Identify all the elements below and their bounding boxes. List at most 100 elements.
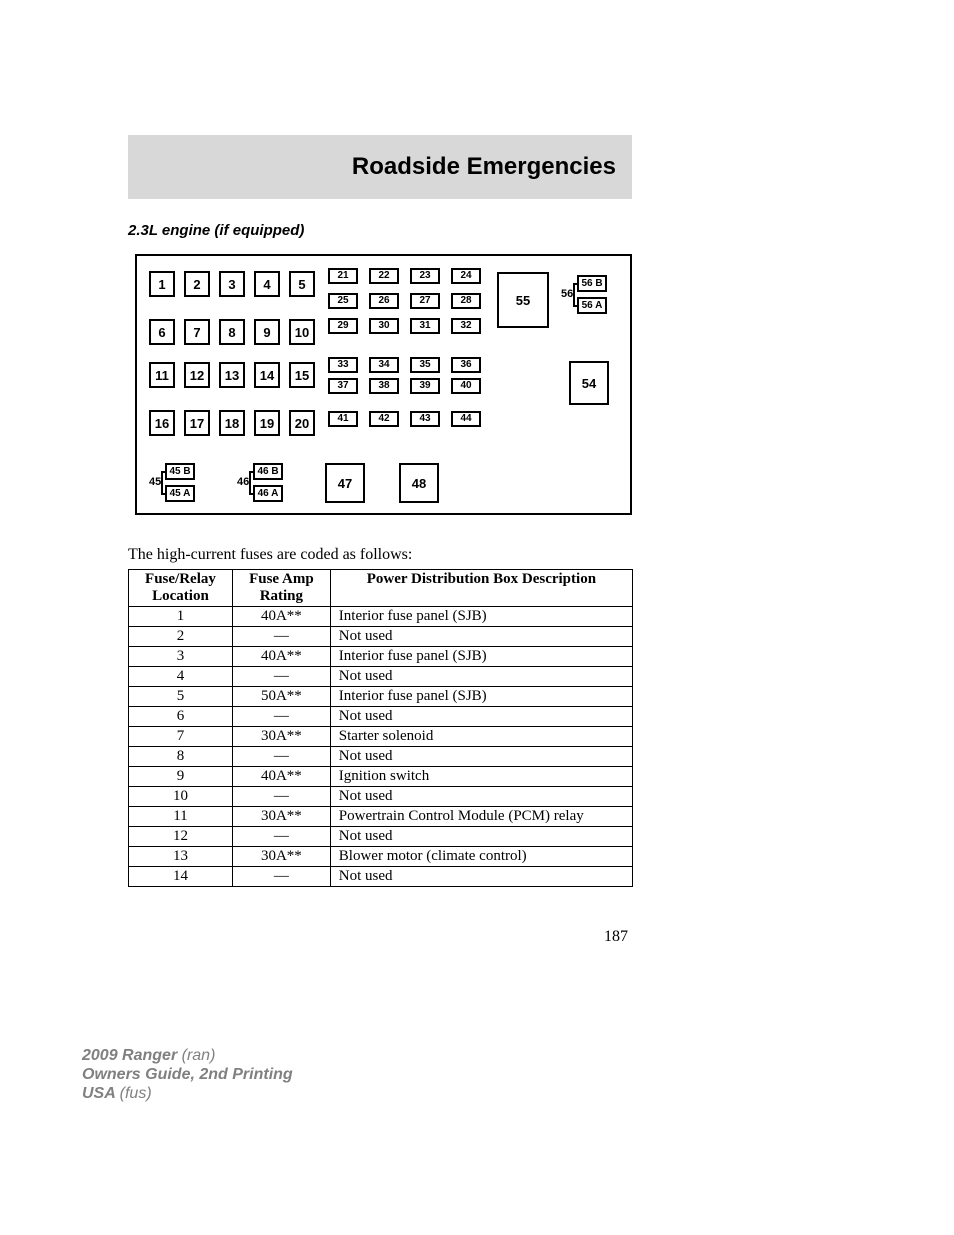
cell-desc: Not used — [330, 747, 632, 767]
cell-rating: 50A** — [232, 687, 330, 707]
fuse-16: 16 — [149, 410, 175, 436]
fuse-38: 38 — [369, 378, 399, 394]
cell-location: 7 — [129, 727, 233, 747]
table-row: 2—Not used — [129, 627, 633, 647]
fuse-13: 13 — [219, 362, 245, 388]
fuse-40: 40 — [451, 378, 481, 394]
fuse-2: 2 — [184, 271, 210, 297]
fuse-54: 54 — [569, 361, 609, 405]
fuse-9: 9 — [254, 319, 280, 345]
cell-location: 14 — [129, 867, 233, 887]
fuse-28: 28 — [451, 293, 481, 309]
fuse-43: 43 — [410, 411, 440, 427]
cell-location: 6 — [129, 707, 233, 727]
table-row: 12—Not used — [129, 827, 633, 847]
table-row: 550A**Interior fuse panel (SJB) — [129, 687, 633, 707]
table-row: 8—Not used — [129, 747, 633, 767]
fuse-21: 21 — [328, 268, 358, 284]
fuse-35: 35 — [410, 357, 440, 373]
cell-rating: — — [232, 707, 330, 727]
cell-rating: 40A** — [232, 607, 330, 627]
fuse-45b: 45 B — [165, 463, 195, 480]
fuse-27: 27 — [410, 293, 440, 309]
table-row: 140A**Interior fuse panel (SJB) — [129, 607, 633, 627]
fuse-33: 33 — [328, 357, 358, 373]
col-header-desc: Power Distribution Box Description — [330, 570, 632, 607]
table-row: 340A**Interior fuse panel (SJB) — [129, 647, 633, 667]
cell-desc: Powertrain Control Module (PCM) relay — [330, 807, 632, 827]
cell-rating: — — [232, 787, 330, 807]
cell-location: 11 — [129, 807, 233, 827]
cell-location: 9 — [129, 767, 233, 787]
cell-rating: 40A** — [232, 767, 330, 787]
cell-desc: Not used — [330, 867, 632, 887]
fuse-34: 34 — [369, 357, 399, 373]
fuse-box-diagram: 1234567891011121314151617181920212223242… — [135, 254, 632, 515]
fuse-46b: 46 B — [253, 463, 283, 480]
footer-line-3: USA (fus) — [82, 1084, 293, 1103]
fuse-42: 42 — [369, 411, 399, 427]
table-row: 730A**Starter solenoid — [129, 727, 633, 747]
fuse-24: 24 — [451, 268, 481, 284]
cell-location: 5 — [129, 687, 233, 707]
table-row: 10—Not used — [129, 787, 633, 807]
fuse-7: 7 — [184, 319, 210, 345]
cell-rating: — — [232, 747, 330, 767]
fuse-19: 19 — [254, 410, 280, 436]
fuse-48: 48 — [399, 463, 439, 503]
fuse-46a: 46 A — [253, 485, 283, 502]
fuse-12: 12 — [184, 362, 210, 388]
fuse-6: 6 — [149, 319, 175, 345]
cell-rating: 30A** — [232, 807, 330, 827]
fuse-30: 30 — [369, 318, 399, 334]
fuse-14: 14 — [254, 362, 280, 388]
page-number: 187 — [604, 928, 628, 946]
fuse-1: 1 — [149, 271, 175, 297]
fuse-3: 3 — [219, 271, 245, 297]
cell-location: 10 — [129, 787, 233, 807]
cell-desc: Interior fuse panel (SJB) — [330, 687, 632, 707]
fuse-39: 39 — [410, 378, 440, 394]
cell-location: 13 — [129, 847, 233, 867]
fuse-20: 20 — [289, 410, 315, 436]
cell-location: 3 — [129, 647, 233, 667]
fuse-41: 41 — [328, 411, 358, 427]
fuse-56a: 56 A — [577, 297, 607, 314]
fuse-18: 18 — [219, 410, 245, 436]
fuse-23: 23 — [410, 268, 440, 284]
fuse-table: Fuse/Relay Location Fuse Amp Rating Powe… — [128, 569, 633, 887]
cell-desc: Blower motor (climate control) — [330, 847, 632, 867]
fuse-44: 44 — [451, 411, 481, 427]
col-header-rating: Fuse Amp Rating — [232, 570, 330, 607]
fuse-10: 10 — [289, 319, 315, 345]
col-header-location: Fuse/Relay Location — [129, 570, 233, 607]
fuse-8: 8 — [219, 319, 245, 345]
fuse-45-label: 45 — [149, 476, 161, 488]
table-row: 4—Not used — [129, 667, 633, 687]
fuse-45a: 45 A — [165, 485, 195, 502]
cell-desc: Not used — [330, 667, 632, 687]
section-title: Roadside Emergencies — [352, 153, 616, 181]
fuse-47: 47 — [325, 463, 365, 503]
fuse-11: 11 — [149, 362, 175, 388]
fuse-37: 37 — [328, 378, 358, 394]
cell-desc: Not used — [330, 827, 632, 847]
fuse-17: 17 — [184, 410, 210, 436]
cell-desc: Ignition switch — [330, 767, 632, 787]
table-row: 6—Not used — [129, 707, 633, 727]
fuse-25: 25 — [328, 293, 358, 309]
table-row: 1330A**Blower motor (climate control) — [129, 847, 633, 867]
cell-rating: — — [232, 667, 330, 687]
fuse-4: 4 — [254, 271, 280, 297]
cell-desc: Not used — [330, 627, 632, 647]
fuse-31: 31 — [410, 318, 440, 334]
table-row: 14—Not used — [129, 867, 633, 887]
cell-rating: 30A** — [232, 727, 330, 747]
cell-rating: 40A** — [232, 647, 330, 667]
fuse-46-label: 46 — [237, 476, 249, 488]
footer-line-2: Owners Guide, 2nd Printing — [82, 1065, 293, 1084]
cell-location: 1 — [129, 607, 233, 627]
intro-text: The high-current fuses are coded as foll… — [128, 546, 412, 564]
table-row: 1130A**Powertrain Control Module (PCM) r… — [129, 807, 633, 827]
cell-location: 12 — [129, 827, 233, 847]
